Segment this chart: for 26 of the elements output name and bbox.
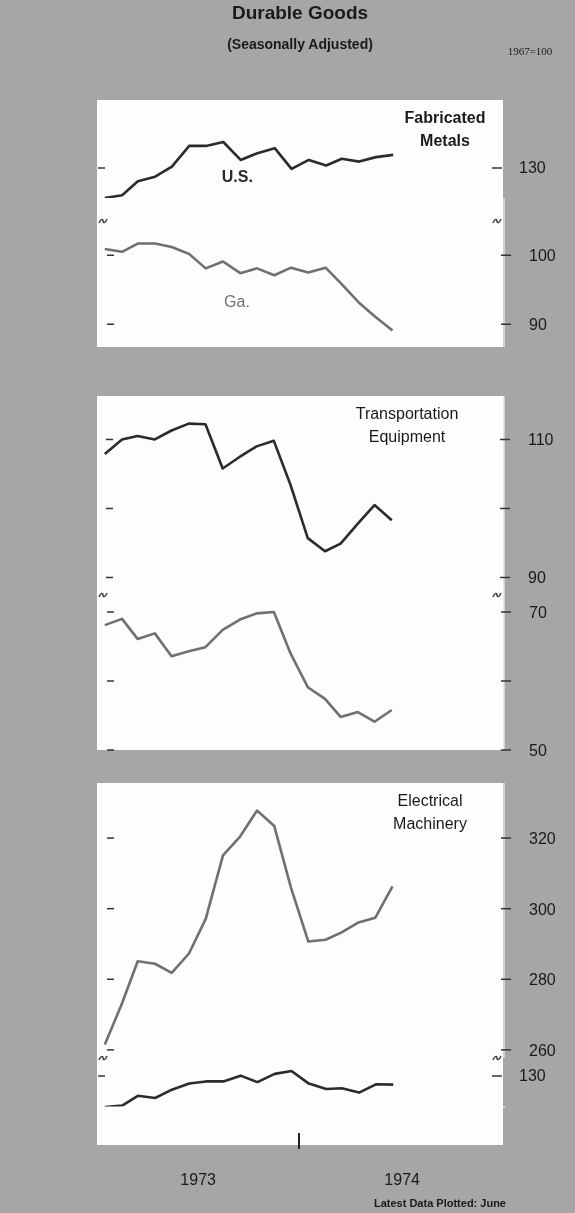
text: Latest Data Plotted: June	[372, 1197, 506, 1209]
y2-tick-label: 70	[529, 603, 547, 621]
chart-title: Durable Goods	[230, 2, 370, 24]
series-label: U.S.	[221, 168, 253, 185]
annotation: Electrical Machinery	[392, 791, 468, 834]
line-series	[103, 610, 394, 724]
y-tick-label: 90	[528, 569, 546, 587]
text: 1967=100	[506, 45, 554, 57]
y-tick-label: 260	[529, 1041, 556, 1059]
line-series	[103, 242, 394, 332]
chart-subtitle: (Seasonally Adjusted)	[226, 36, 374, 52]
y-tick-label: 320	[529, 830, 556, 848]
y-tick-label: 90	[529, 316, 547, 334]
text: 130	[519, 1066, 546, 1086]
x-tick-label: 1973	[180, 1171, 217, 1188]
line-series	[103, 809, 394, 1046]
series-label: Ga.	[224, 293, 250, 311]
y-tick-label: 300	[529, 900, 556, 918]
annotation: Transportation Equipment	[354, 404, 460, 447]
text: 130	[519, 158, 546, 178]
annotation: Fabricated Metals	[403, 108, 487, 151]
y-tick-label: 280	[529, 971, 556, 989]
y-tick-label: 100	[529, 247, 556, 265]
y-tick-label: 110	[528, 431, 554, 449]
x-tick-label: 1974	[384, 1171, 421, 1188]
y2-tick-label: 50	[529, 742, 547, 759]
